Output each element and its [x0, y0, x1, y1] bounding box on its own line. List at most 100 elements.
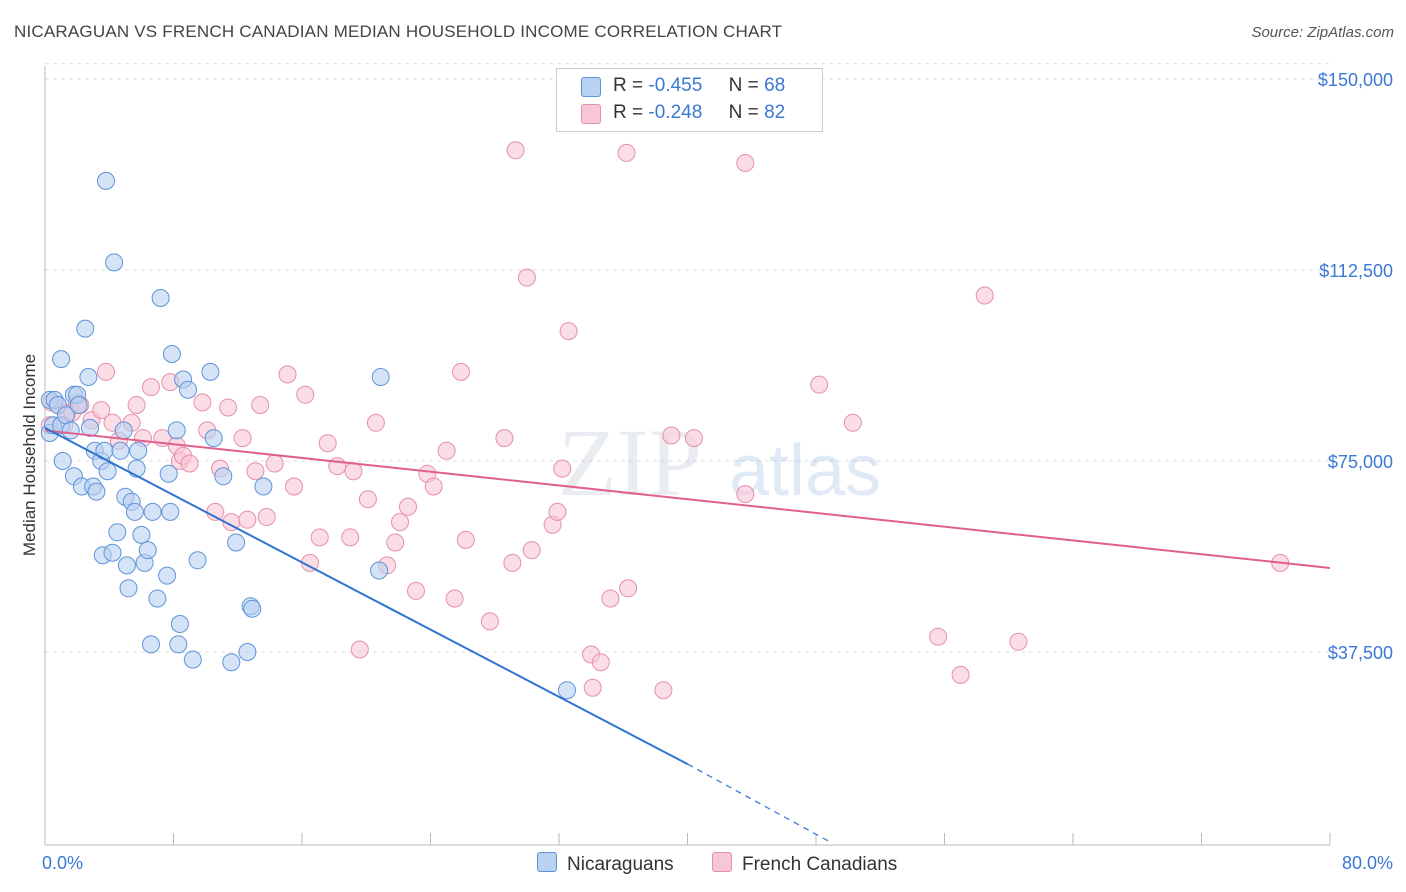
french-canadians-point	[553, 459, 572, 478]
nicaraguans-point	[103, 543, 122, 562]
legend-r-label: R =	[613, 75, 644, 96]
nicaraguans-point	[254, 477, 273, 496]
y-tick-label: $150,000	[1318, 70, 1393, 90]
french-canadians-point	[407, 581, 425, 600]
legend-r-value: -0.455	[648, 75, 703, 96]
french-canadians-point	[246, 462, 265, 481]
nicaraguans-point	[169, 635, 188, 654]
trendlines	[44, 427, 1331, 844]
nicaraguans-point	[117, 556, 136, 575]
nicaraguans-point	[108, 523, 127, 542]
bottom-legend-nicaraguans: Nicaraguans	[537, 852, 674, 876]
y-tick-label: $75,000	[1328, 452, 1393, 472]
french-canadians-point	[310, 528, 329, 547]
nicaraguans-point	[179, 380, 197, 399]
nicaraguans-point	[97, 171, 115, 190]
legend-n-label: N =	[728, 102, 759, 123]
nicaraguans-point	[105, 253, 124, 272]
french-canadians-swatch	[712, 852, 732, 872]
french-canadians-point	[843, 413, 862, 432]
nicaraguans-point	[87, 482, 106, 501]
nicaraguans-point	[151, 289, 170, 307]
legend-n-value: 68	[764, 75, 786, 96]
nicaraguans-point	[79, 368, 98, 386]
french-canadians-point	[358, 490, 377, 509]
french-canadians-swatch	[581, 104, 601, 124]
french-canadians-point	[480, 612, 499, 631]
french-canadians-point	[285, 477, 303, 496]
nicaraguans-point	[370, 561, 389, 580]
french-canadians-point	[193, 393, 212, 412]
nicaraguans-point	[371, 368, 390, 386]
nicaraguans-point	[148, 589, 167, 608]
nicaraguans-point	[243, 599, 262, 618]
bottom-legend-label: French Canadians	[742, 854, 898, 875]
french-canadians-point	[257, 508, 276, 526]
french-canadians-point	[495, 429, 514, 448]
french-canadians-point	[517, 268, 536, 287]
nicaraguans-point	[98, 462, 117, 481]
french-canadians-point	[219, 398, 238, 417]
nicaraguans-point	[76, 319, 95, 338]
nicaraguans-point	[125, 502, 144, 521]
french-canadians-point	[424, 477, 443, 496]
nicaraguans-point	[53, 452, 72, 470]
french-canadians-point	[503, 553, 522, 572]
nicaraguans-point	[52, 350, 71, 369]
nicaraguans-point	[142, 635, 160, 654]
bottom-legend-french-canadians: French Canadians	[712, 852, 897, 876]
nicaraguans-point	[183, 650, 202, 669]
nicaraguans-point	[61, 421, 80, 440]
nicaraguans-point	[214, 467, 233, 486]
y-tick-label: $37,500	[1328, 643, 1393, 663]
french-canadians-point	[810, 375, 829, 394]
french-canadians-point	[386, 533, 405, 552]
watermark-atlas: atlas	[729, 431, 881, 511]
watermark-zip: ZIP	[558, 409, 702, 516]
french-canadians-point	[265, 454, 284, 473]
french-canadians-point	[350, 640, 369, 659]
french-canadians-point	[296, 385, 315, 404]
french-canadians-point	[445, 589, 464, 608]
nicaraguans-point	[111, 441, 130, 460]
x-tick-label-min: 0.0%	[42, 853, 83, 873]
french-canadians-point	[1009, 632, 1028, 651]
french-canadians-point	[559, 322, 578, 341]
correlation-legend: R = -0.455 N = 68 R = -0.248 N = 82	[556, 68, 823, 132]
nicaraguans-point	[222, 653, 241, 672]
french-canadians-point	[233, 429, 252, 448]
nicaraguans-point	[81, 418, 99, 437]
french-canadians-point	[452, 362, 470, 381]
french-canadians-point	[736, 154, 755, 172]
french-canadians-point	[522, 541, 541, 560]
chart-title: NICARAGUAN VS FRENCH CANADIAN MEDIAN HOU…	[14, 22, 783, 41]
legend-r-value: -0.248	[648, 102, 703, 123]
french-canadians-point	[341, 528, 360, 547]
nicaraguans-point	[127, 459, 146, 478]
nicaraguans-point	[159, 464, 178, 483]
legend-n-label: N =	[728, 75, 759, 96]
french-canadians-point	[619, 579, 638, 598]
nicaraguans-trendline	[44, 427, 688, 765]
x-tick-label-max: 80.0%	[1342, 853, 1393, 873]
french-canadians-point	[662, 426, 681, 445]
y-tick-label: $112,500	[1319, 261, 1393, 281]
nicaraguans-point	[143, 502, 162, 521]
french-canadians-point	[583, 678, 602, 697]
nicaraguans-point	[129, 441, 148, 460]
french-canadians-point	[278, 365, 297, 384]
french-canadians-point	[456, 530, 475, 549]
nicaraguans-point	[132, 525, 151, 544]
nicaraguans-point	[114, 421, 133, 440]
french-canadians-trendline	[44, 429, 1331, 569]
french-canadians-points	[40, 141, 1290, 700]
french-canadians-point	[951, 665, 970, 684]
french-canadians-point	[506, 141, 525, 160]
legend-r-label: R =	[613, 102, 644, 123]
french-canadians-point	[929, 627, 948, 646]
nicaraguans-point	[188, 551, 207, 570]
nicaraguans-trendline-extension	[687, 763, 833, 844]
source-note: Source: ZipAtlas.com	[1251, 24, 1394, 41]
french-canadians-point	[736, 485, 755, 504]
